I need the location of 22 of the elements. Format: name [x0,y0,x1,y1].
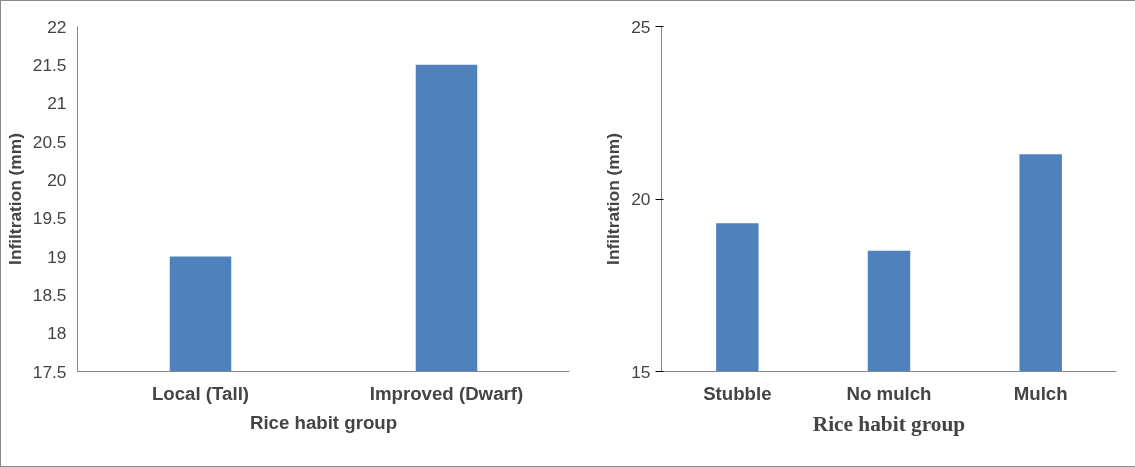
x-tick-label: Stubble [703,382,772,404]
y-tick-label: 17.5 [32,361,67,382]
y-tick-label: 20 [47,169,67,190]
x-tick-label: Local (Tall) [151,382,250,404]
x-tick-label: Mulch [1013,382,1068,404]
y-tick-label: 25 [631,16,651,37]
y-tick-label: 20 [631,189,651,209]
x-tick-label: Improved (Dwarf) [369,382,524,404]
y-tick-label: 19 [47,246,67,267]
x-axis-title: Rice habit group [812,411,966,436]
y-tick-label: 21 [47,93,67,114]
y-tick-label: 18.5 [32,284,67,305]
y-tick-label: 20.5 [32,131,67,152]
x-tick-label: No mulch [846,382,932,404]
y-tick-label: 19.5 [32,208,67,229]
y-tick-label: 18 [47,323,67,344]
y-axis-title: Infiltration (mm) [4,133,25,265]
y-tick-label: 22 [47,16,67,37]
x-axis-title: Rice habit group [249,411,398,433]
y-axis-title: Infiltration (mm) [603,133,624,265]
y-tick-label: 15 [631,361,651,382]
y-tick-label: 21.5 [32,54,67,75]
